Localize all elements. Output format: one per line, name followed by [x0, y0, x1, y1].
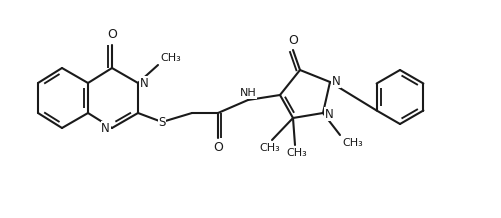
Text: N: N: [331, 75, 340, 87]
Text: N: N: [324, 107, 333, 121]
Text: N: N: [140, 77, 148, 90]
Text: N: N: [101, 121, 110, 135]
Text: NH: NH: [239, 88, 256, 98]
Text: O: O: [212, 141, 222, 154]
Text: CH₃: CH₃: [286, 148, 307, 158]
Text: CH₃: CH₃: [341, 138, 362, 148]
Text: O: O: [288, 34, 298, 47]
Text: CH₃: CH₃: [160, 53, 180, 63]
Text: S: S: [158, 116, 165, 128]
Text: O: O: [107, 28, 117, 41]
Text: CH₃: CH₃: [259, 143, 280, 153]
